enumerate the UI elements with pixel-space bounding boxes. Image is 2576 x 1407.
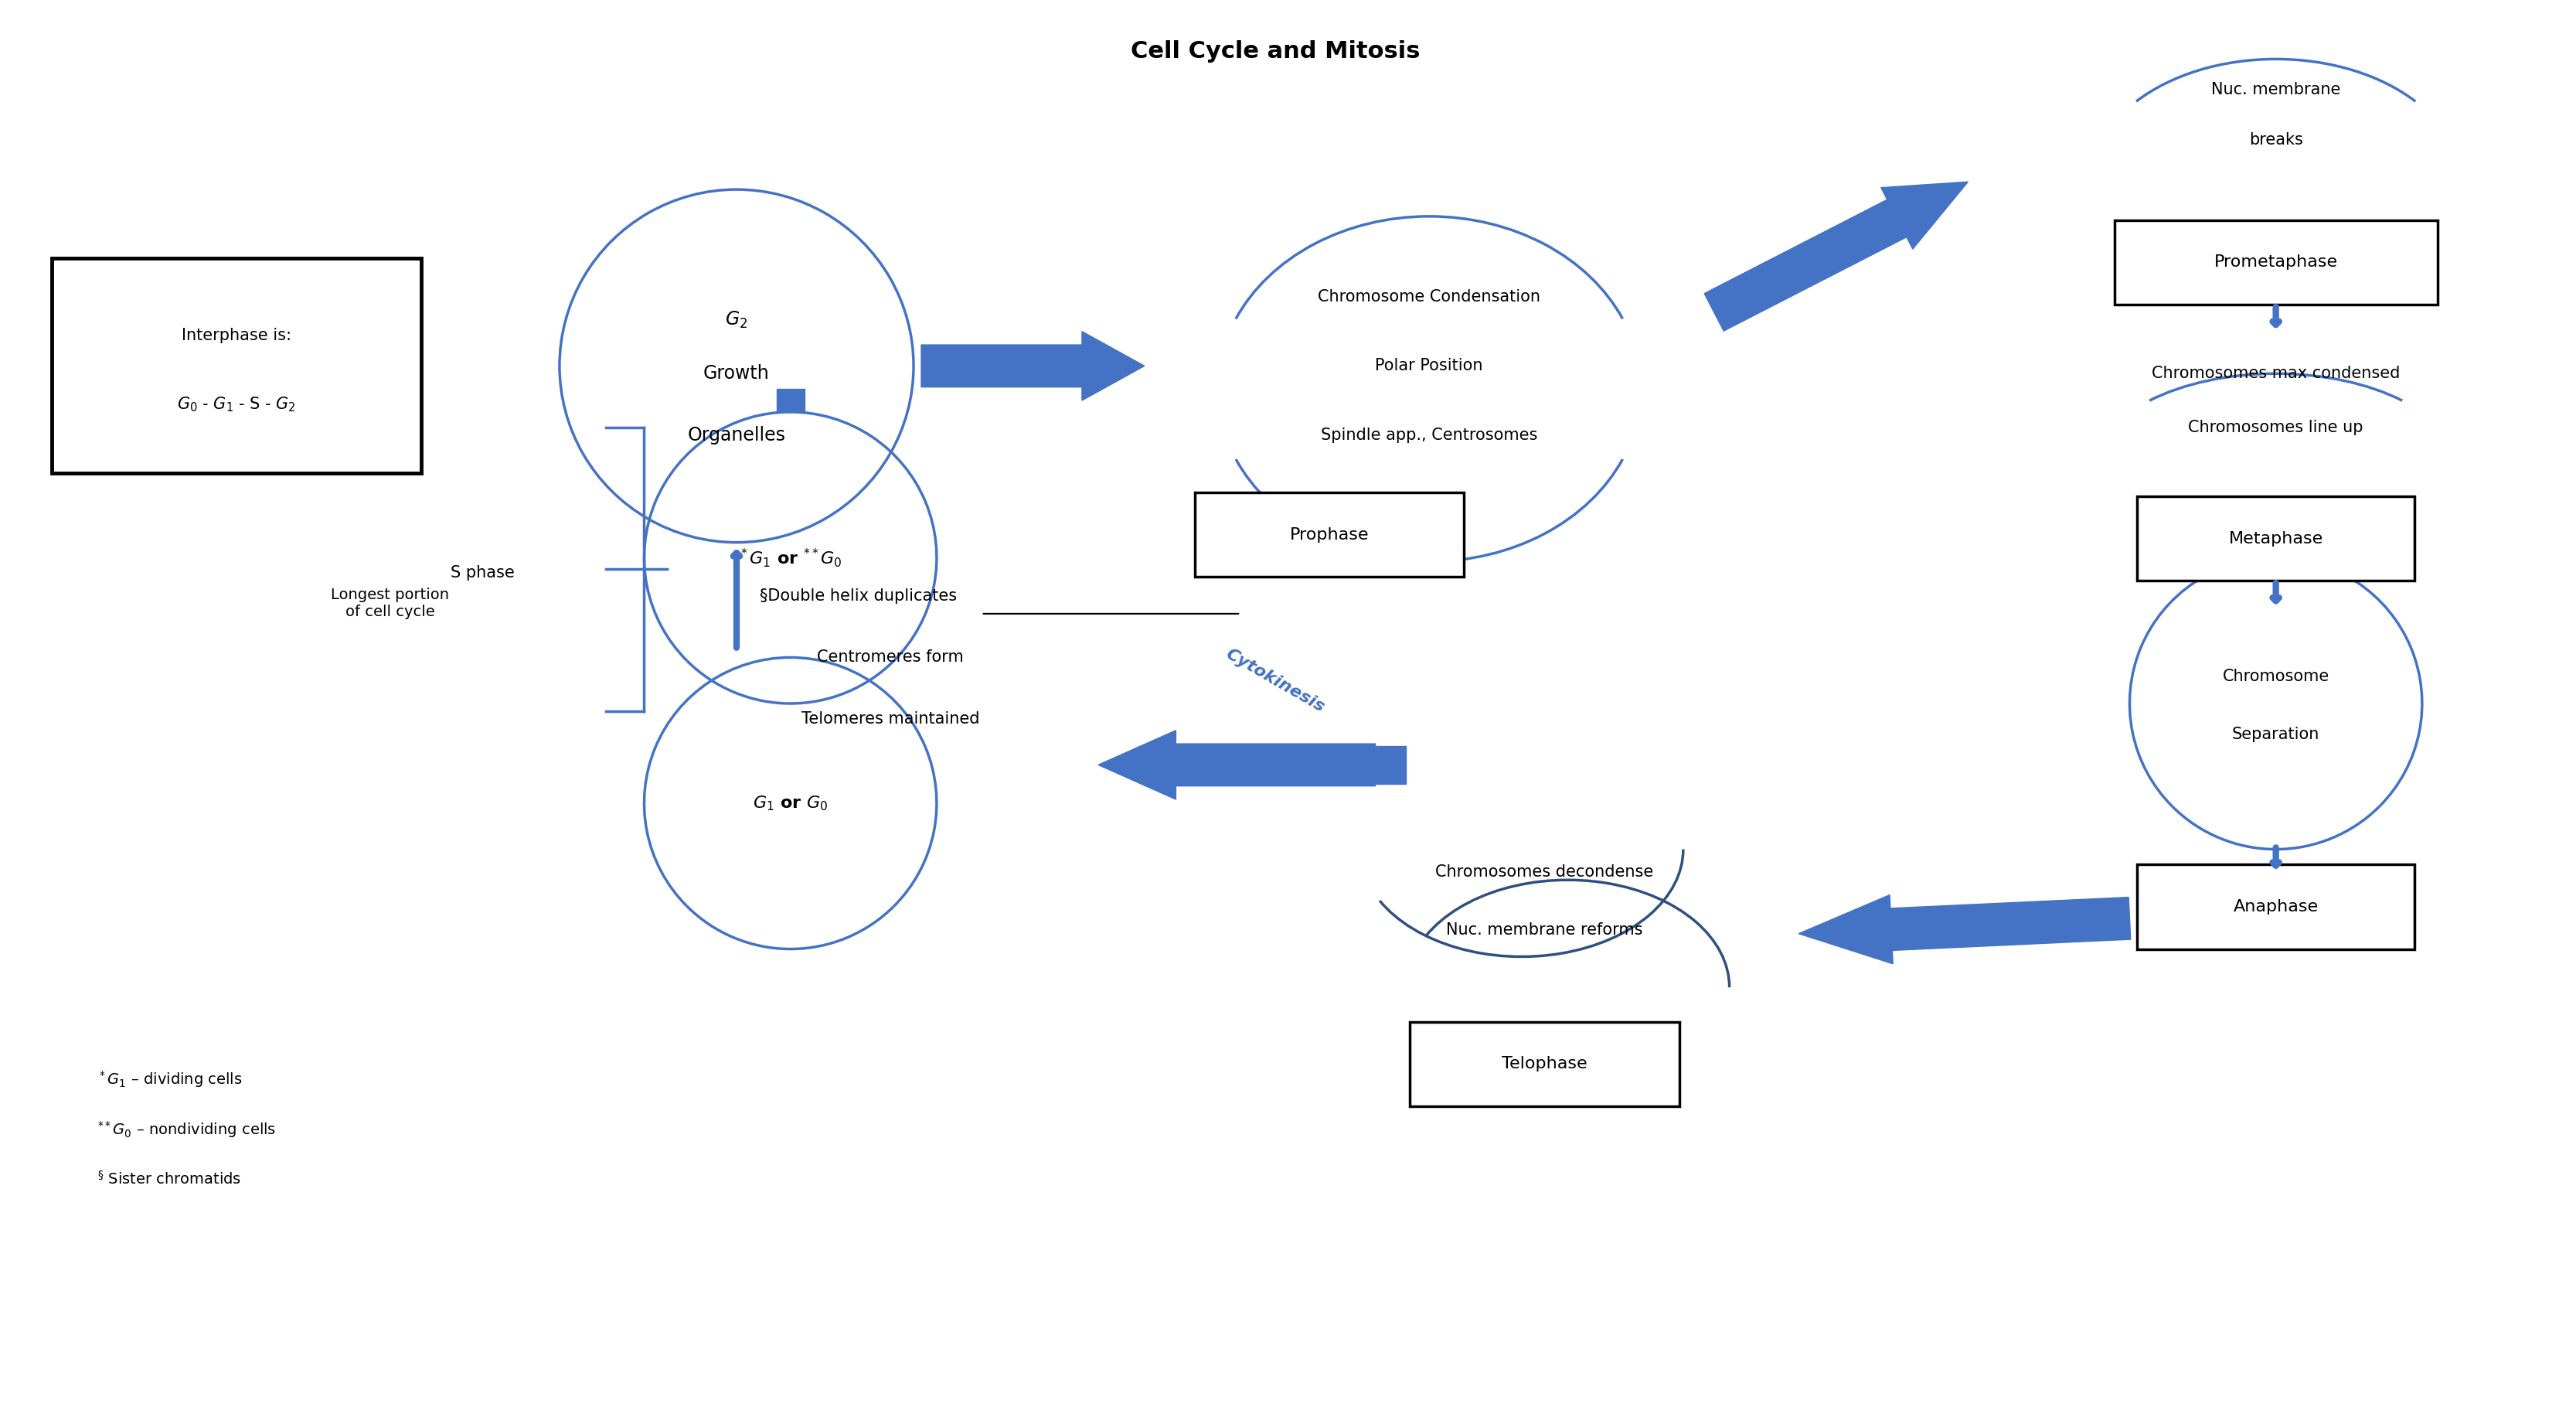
Text: Prometaphase: Prometaphase	[2213, 255, 2339, 270]
FancyBboxPatch shape	[52, 259, 420, 473]
Text: Nuc. membrane: Nuc. membrane	[2210, 82, 2342, 97]
Polygon shape	[922, 332, 1144, 401]
Text: Polar Position: Polar Position	[1376, 359, 1484, 374]
Text: Longest portion
of cell cycle: Longest portion of cell cycle	[332, 588, 448, 619]
Text: Chromosome: Chromosome	[2223, 668, 2329, 684]
Polygon shape	[1705, 182, 1968, 331]
Text: breaks: breaks	[2249, 132, 2303, 148]
Bar	[1376, 746, 1406, 784]
Text: Chromosomes decondense: Chromosomes decondense	[1435, 864, 1654, 879]
Text: $^\S$ Sister chromatids: $^\S$ Sister chromatids	[98, 1171, 242, 1188]
Text: Chromosomes max condensed: Chromosomes max condensed	[2151, 366, 2401, 381]
Text: Chromosome Condensation: Chromosome Condensation	[1319, 290, 1540, 305]
Text: Chromosomes line up: Chromosomes line up	[2190, 419, 2362, 435]
Text: Separation: Separation	[2231, 726, 2318, 741]
Text: Cytokinesis: Cytokinesis	[1224, 646, 1327, 715]
Text: $^{**}G_0$ – nondividing cells: $^{**}G_0$ – nondividing cells	[98, 1120, 276, 1140]
Text: Interphase is:: Interphase is:	[180, 328, 291, 343]
FancyBboxPatch shape	[1409, 1021, 1680, 1106]
Text: Spindle app., Centrosomes: Spindle app., Centrosomes	[1321, 428, 1538, 443]
Text: Growth: Growth	[703, 364, 770, 383]
Text: Telomeres maintained: Telomeres maintained	[801, 711, 979, 726]
Bar	[775, 388, 804, 412]
Polygon shape	[1798, 895, 2130, 964]
Text: §Double helix duplicates: §Double helix duplicates	[760, 588, 956, 604]
Text: $^*G_1$ or $^{**}G_0$: $^*G_1$ or $^{**}G_0$	[739, 546, 842, 568]
Text: Nuc. membrane reforms: Nuc. membrane reforms	[1445, 922, 1643, 937]
FancyBboxPatch shape	[2138, 865, 2414, 948]
Polygon shape	[1097, 730, 1376, 799]
Text: $G_0$ - $G_1$ - S - $G_2$: $G_0$ - $G_1$ - S - $G_2$	[178, 395, 296, 414]
Text: Anaphase: Anaphase	[2233, 899, 2318, 915]
Text: Prophase: Prophase	[1291, 528, 1368, 543]
Text: Cell Cycle and Mitosis: Cell Cycle and Mitosis	[1131, 41, 1419, 62]
Text: Metaphase: Metaphase	[2228, 530, 2324, 546]
FancyBboxPatch shape	[2138, 497, 2414, 581]
FancyBboxPatch shape	[1195, 492, 1463, 577]
Text: Telophase: Telophase	[1502, 1057, 1587, 1072]
Text: $^*G_1$ – dividing cells: $^*G_1$ – dividing cells	[98, 1069, 242, 1089]
Text: $G_2$: $G_2$	[726, 310, 747, 331]
Text: $G_1$ or $G_0$: $G_1$ or $G_0$	[752, 794, 827, 812]
Text: S phase: S phase	[451, 566, 515, 581]
FancyBboxPatch shape	[2115, 219, 2437, 304]
Text: Organelles: Organelles	[688, 426, 786, 445]
Text: Centromeres form: Centromeres form	[817, 650, 963, 666]
